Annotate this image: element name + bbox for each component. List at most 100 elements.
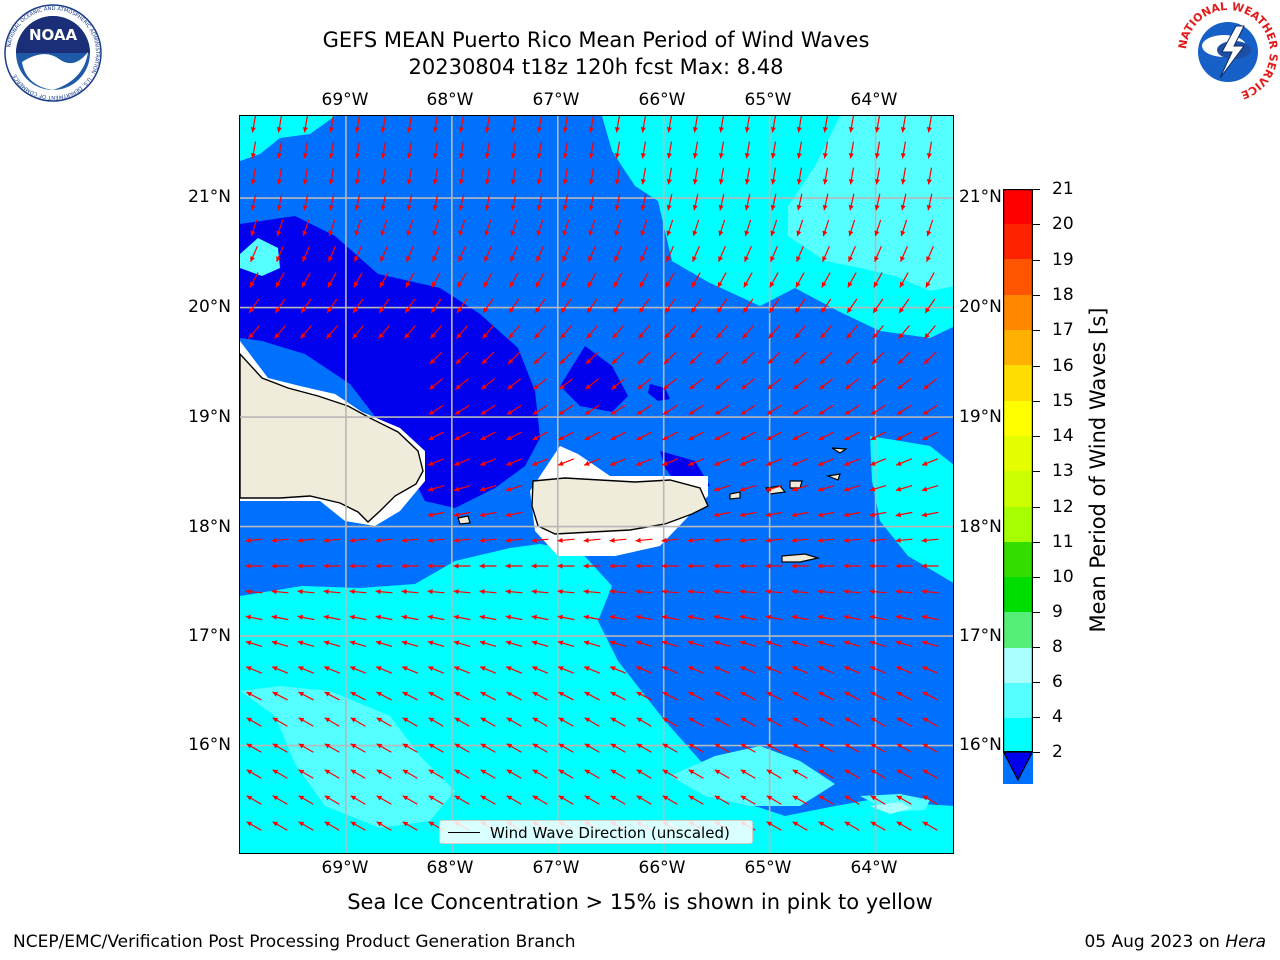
wave-direction-arrowhead (610, 435, 617, 440)
wave-direction-arrowhead (765, 589, 771, 595)
wave-direction-arrowhead (588, 256, 593, 262)
wave-direction-arrowhead (376, 795, 383, 801)
wave-direction-arrowhead (480, 743, 487, 749)
wave-direction-arrowhead (532, 460, 538, 466)
wave-direction-arrowhead (505, 614, 512, 620)
wave-direction-arrowhead (406, 230, 412, 237)
wave-direction-arrowhead (428, 717, 435, 723)
wave-direction-arrowhead (354, 230, 360, 237)
wave-direction-arrowhead (687, 640, 694, 646)
wave-direction-arrowhead (874, 126, 880, 133)
wave-direction-arrowhead (713, 537, 719, 543)
wave-direction-arrowhead (688, 692, 695, 697)
wave-direction-arrowhead (662, 666, 668, 672)
wave-direction-arrowhead (533, 358, 540, 364)
wave-direction-arrowhead (250, 256, 255, 262)
wave-direction-arrowhead (739, 486, 746, 492)
wave-direction-arrowhead (354, 152, 360, 159)
wave-direction-arrowhead (508, 332, 514, 339)
wave-direction-arrowhead (354, 126, 360, 133)
wave-direction-arrowhead (274, 332, 280, 339)
chart-subtitle: 20230804 t18z 120h fcst Max: 8.48 (408, 55, 784, 79)
wave-direction-arrowhead (848, 178, 854, 185)
wave-direction-arrowhead (638, 332, 644, 339)
colorbar-segment (1003, 577, 1033, 612)
wave-direction-arrowhead (457, 281, 463, 288)
wave-direction-arrowhead (690, 332, 696, 339)
map-panel (239, 115, 954, 854)
wave-direction-arrowhead (453, 614, 460, 620)
wave-direction-arrowhead (536, 230, 542, 237)
wave-direction-arrowhead (272, 795, 279, 801)
lon-tick-label: 68°W (426, 90, 474, 110)
wave-direction-arrowhead (844, 409, 851, 415)
wave-direction-arrowhead (302, 126, 308, 133)
wave-direction-arrowhead (844, 743, 851, 749)
wave-direction-arrowhead (665, 307, 671, 313)
wave-direction-arrowhead (427, 589, 433, 595)
wave-direction-arrowhead (510, 152, 516, 159)
wave-direction-arrowhead (453, 486, 460, 492)
graticule (240, 116, 953, 853)
wave-direction-arrowhead (770, 204, 776, 211)
wave-direction-arrowhead (870, 821, 877, 827)
colorbar-tick-label: 14 (1052, 426, 1074, 446)
wave-direction-arrowhead (818, 460, 824, 466)
wave-direction-arrowhead (375, 589, 381, 595)
wave-direction-arrowhead (536, 178, 542, 185)
wave-direction-arrowhead (246, 769, 253, 775)
wave-direction-arrowhead (532, 692, 539, 697)
wave-direction-arrowhead (819, 358, 826, 364)
wave-direction-arrowhead (718, 204, 724, 211)
wave-direction-arrowhead (765, 563, 771, 569)
wave-direction-arrowhead (896, 769, 903, 775)
legend-label: Wind Wave Direction (unscaled) (490, 824, 730, 842)
lon-tick-label: 67°W (532, 90, 580, 110)
wave-direction-arrowhead (328, 126, 334, 133)
wave-direction-arrowhead (352, 332, 358, 339)
lon-tick-label: 66°W (638, 90, 686, 110)
wave-direction-arrowhead (691, 307, 697, 313)
wave-direction-arrowhead (895, 486, 902, 492)
wave-direction-arrowhead (532, 743, 539, 749)
wave-direction-arrowhead (768, 332, 774, 339)
wave-direction-arrowhead (895, 512, 902, 518)
wave-direction-arrowhead (249, 281, 255, 288)
colorbar-extend-min (1003, 752, 1033, 782)
wave-direction-arrowhead (557, 563, 563, 569)
wave-direction-arrowhead (353, 281, 359, 288)
wave-direction-arrowhead (896, 692, 903, 697)
wave-direction-arrowhead (404, 332, 410, 339)
wave-direction-arrowhead (324, 717, 331, 723)
wave-direction-arrowhead (687, 537, 693, 543)
wave-direction-arrowhead (822, 204, 828, 211)
wave-direction-arrowhead (583, 614, 590, 620)
wave-direction-arrowhead (611, 358, 618, 364)
wave-direction-arrowhead (427, 563, 433, 569)
wave-direction-arrowhead (713, 512, 720, 518)
wave-direction-arrowhead (428, 666, 434, 672)
wave-direction-arrowhead (453, 640, 460, 646)
wave-direction-arrowhead (819, 384, 825, 390)
wave-direction-arrowhead (740, 795, 747, 801)
wave-direction-arrowhead (380, 152, 386, 159)
wave-direction-arrowhead (406, 204, 412, 211)
wave-direction-arrowhead (900, 230, 906, 237)
wave-direction-arrowhead (818, 692, 825, 697)
wave-direction-arrowhead (687, 589, 693, 595)
colorbar-tick-label: 16 (1052, 356, 1074, 376)
wave-direction-arrowhead (740, 717, 747, 723)
wave-direction-arrowhead (818, 717, 825, 723)
wave-direction-arrowhead (586, 332, 592, 339)
wave-direction-arrowhead (873, 307, 879, 313)
wave-direction-arrowhead (349, 537, 355, 543)
wave-direction-arrowhead (454, 460, 460, 466)
wave-direction-arrowhead (532, 666, 538, 672)
wave-direction-arrowhead (897, 384, 903, 390)
wave-direction-arrowhead (792, 409, 799, 415)
wave-direction-arrowhead (900, 152, 906, 159)
wave-direction-arrowhead (688, 435, 695, 440)
lon-tick-label: 65°W (744, 858, 792, 878)
wave-direction-arrowhead (740, 692, 747, 697)
lon-tick-label: 64°W (850, 90, 898, 110)
